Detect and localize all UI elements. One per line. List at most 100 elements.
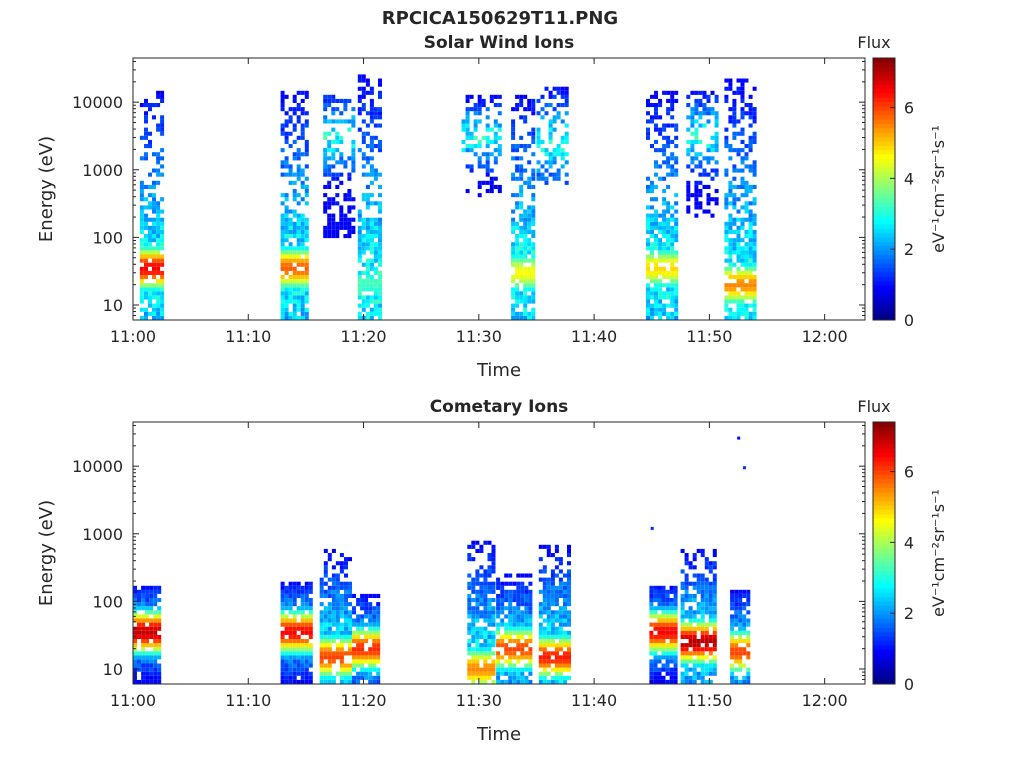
flux-cell	[304, 201, 309, 206]
flux-cell	[714, 160, 719, 165]
flux-cell	[712, 602, 717, 607]
flux-cell	[730, 593, 735, 598]
flux-cell	[145, 602, 150, 607]
flux-cell	[280, 225, 285, 230]
flux-cell	[662, 217, 667, 222]
flux-cell	[373, 307, 378, 312]
flux-cell	[280, 585, 285, 590]
flux-cell	[304, 663, 309, 668]
x-tick-label: 12:00	[802, 691, 848, 710]
flux-cell	[288, 295, 293, 300]
flux-cell	[670, 168, 675, 173]
flux-cell	[516, 593, 521, 598]
flux-cell	[372, 610, 377, 615]
flux-cell	[304, 238, 309, 243]
flux-cell	[348, 622, 352, 627]
flux-cell	[300, 651, 305, 656]
flux-cell	[300, 618, 305, 623]
flux-cell	[296, 606, 301, 611]
flux-cell	[654, 94, 658, 99]
flux-cell	[563, 606, 567, 611]
flux-cell	[674, 160, 679, 165]
flux-cell	[704, 577, 709, 582]
flux-cell	[690, 119, 695, 124]
flux-cell	[649, 667, 654, 672]
flux-cell	[706, 172, 711, 177]
flux-cell	[730, 647, 735, 652]
flux-cell	[670, 107, 675, 112]
flux-cell	[308, 626, 313, 631]
flux-cell	[653, 675, 658, 680]
flux-cell	[692, 671, 697, 676]
flux-cell	[335, 225, 340, 230]
flux-cell	[748, 303, 753, 308]
flux-cell	[670, 266, 675, 271]
flux-cell	[361, 283, 366, 288]
flux-cell	[686, 139, 691, 144]
flux-cell	[752, 168, 757, 173]
colorbar-tick-label: 6	[904, 99, 914, 118]
flux-cell	[487, 622, 492, 627]
flux-cell	[550, 602, 555, 607]
flux-cell	[546, 602, 551, 607]
flux-cell	[487, 634, 492, 639]
flux-cell	[144, 307, 148, 312]
flux-cell	[662, 283, 667, 288]
flux-cell	[373, 266, 378, 271]
flux-cell	[335, 193, 340, 198]
flux-cell	[343, 98, 348, 103]
flux-cell	[373, 311, 378, 316]
flux-cell	[665, 614, 670, 619]
flux-cell	[156, 160, 161, 165]
flux-cell	[748, 287, 753, 292]
flux-cell	[734, 589, 739, 594]
flux-cell	[280, 164, 285, 169]
flux-cell	[469, 94, 474, 99]
flux-cell	[500, 679, 505, 684]
flux-cell	[144, 217, 148, 222]
colorbar-segment	[873, 627, 895, 633]
flux-cell	[528, 679, 533, 684]
flux-cell	[653, 655, 658, 660]
flux-cell	[347, 229, 352, 234]
flux-cell	[335, 221, 340, 226]
flux-cell	[361, 246, 366, 251]
flux-cell	[141, 655, 146, 660]
colorbar-segment	[873, 145, 895, 151]
flux-cell	[752, 197, 757, 202]
flux-cell	[554, 667, 559, 672]
flux-cell	[728, 250, 733, 255]
flux-cell	[512, 610, 517, 615]
flux-cell	[471, 679, 476, 684]
flux-cell	[489, 168, 494, 173]
flux-cell	[670, 258, 675, 263]
flux-cell	[152, 115, 156, 120]
flux-cell	[292, 225, 297, 230]
flux-cell	[160, 209, 165, 214]
flux-cell	[724, 221, 729, 226]
flux-cell	[149, 651, 154, 656]
flux-cell	[692, 593, 697, 598]
flux-cell	[527, 299, 532, 304]
flux-cell	[712, 581, 717, 586]
flux-cell	[661, 589, 666, 594]
flux-cell	[465, 135, 470, 140]
flux-cell	[662, 189, 667, 194]
flux-cell	[497, 184, 502, 189]
flux-cell	[296, 639, 301, 644]
flux-cell	[139, 270, 144, 275]
flux-cell	[519, 262, 524, 267]
flux-cell	[284, 135, 289, 140]
flux-cell	[331, 614, 336, 619]
flux-cell	[712, 659, 717, 664]
flux-cell	[694, 135, 699, 140]
x-tick-label: 11:20	[340, 691, 386, 710]
flux-cell	[339, 671, 344, 676]
flux-cell	[483, 606, 488, 611]
flux-cell	[479, 565, 484, 570]
flux-cell	[661, 647, 666, 652]
flux-cell	[649, 610, 654, 615]
flux-cell	[280, 311, 285, 316]
flux-cell	[373, 303, 378, 308]
flux-cell	[740, 246, 745, 251]
